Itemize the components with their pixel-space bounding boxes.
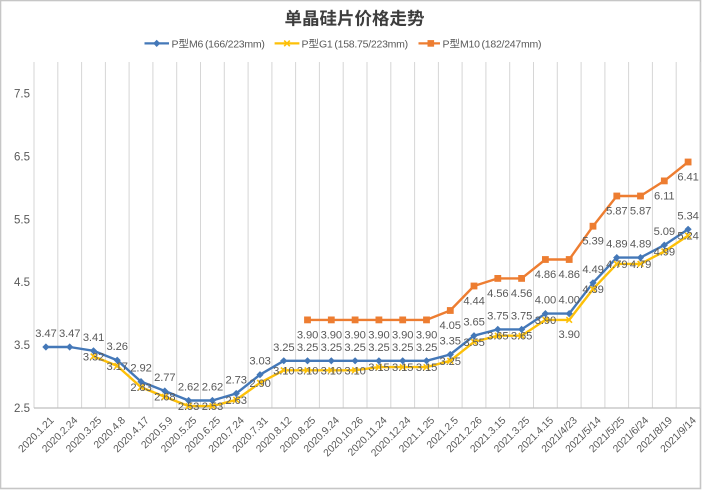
svg-text:3.32: 3.32 (83, 351, 104, 363)
svg-text:P: P (302, 38, 309, 50)
svg-text:3.15: 3.15 (368, 362, 389, 374)
svg-text:2.83: 2.83 (130, 382, 151, 394)
svg-text:3.26: 3.26 (107, 341, 128, 353)
svg-text:5.5: 5.5 (14, 214, 30, 226)
svg-text:2.68: 2.68 (154, 392, 175, 404)
svg-text:3.15: 3.15 (392, 362, 413, 374)
svg-text:4.56: 4.56 (487, 288, 508, 300)
svg-text:2.73: 2.73 (226, 375, 247, 387)
svg-text:2.63: 2.63 (226, 395, 247, 407)
svg-text:4.56: 4.56 (511, 288, 532, 300)
svg-text:4.89: 4.89 (630, 239, 651, 251)
svg-text:4.99: 4.99 (654, 246, 675, 258)
svg-text:P: P (443, 38, 450, 50)
svg-text:G1 (158.75/223mm): G1 (158.75/223mm) (319, 38, 408, 50)
svg-text:5.09: 5.09 (654, 226, 675, 238)
svg-text:4.5: 4.5 (14, 277, 30, 289)
svg-text:3.03: 3.03 (249, 356, 270, 368)
svg-text:P: P (172, 38, 179, 50)
svg-text:3.90: 3.90 (559, 329, 580, 341)
svg-text:2.77: 2.77 (154, 372, 175, 384)
svg-text:4.86: 4.86 (559, 269, 580, 281)
svg-text:3.55: 3.55 (463, 337, 484, 349)
svg-text:M6 (166/223mm): M6 (166/223mm) (189, 38, 265, 50)
svg-text:3.25: 3.25 (321, 342, 342, 354)
svg-text:3.75: 3.75 (511, 310, 532, 322)
svg-text:3.90: 3.90 (321, 329, 342, 341)
svg-text:3.25: 3.25 (440, 356, 461, 368)
svg-text:3.17: 3.17 (107, 361, 128, 373)
svg-text:2.53: 2.53 (202, 401, 223, 413)
svg-text:3.5: 3.5 (14, 340, 30, 352)
svg-text:4.89: 4.89 (606, 239, 627, 251)
svg-text:3.90: 3.90 (344, 329, 365, 341)
svg-text:4.05: 4.05 (440, 320, 461, 332)
svg-text:3.25: 3.25 (392, 342, 413, 354)
svg-text:3.35: 3.35 (440, 336, 461, 348)
svg-text:3.25: 3.25 (344, 342, 365, 354)
svg-text:3.65: 3.65 (511, 331, 532, 343)
svg-text:4.79: 4.79 (606, 259, 627, 271)
svg-text:2.62: 2.62 (202, 382, 223, 394)
svg-text:4.44: 4.44 (463, 296, 484, 308)
svg-text:3.41: 3.41 (83, 332, 104, 344)
svg-text:2.62: 2.62 (178, 382, 199, 394)
svg-text:3.15: 3.15 (416, 362, 437, 374)
svg-text:3.90: 3.90 (392, 329, 413, 341)
svg-text:4.39: 4.39 (582, 284, 603, 296)
svg-text:3.90: 3.90 (535, 315, 556, 327)
svg-text:3.10: 3.10 (321, 365, 342, 377)
svg-text:6.5: 6.5 (14, 151, 30, 163)
svg-text:2.53: 2.53 (178, 401, 199, 413)
svg-text:3.65: 3.65 (487, 331, 508, 343)
svg-text:5.87: 5.87 (630, 206, 651, 218)
svg-text:2.92: 2.92 (130, 363, 151, 375)
svg-text:3.10: 3.10 (297, 365, 318, 377)
svg-text:4.00: 4.00 (559, 295, 580, 307)
svg-text:2.90: 2.90 (249, 378, 270, 390)
svg-text:3.25: 3.25 (416, 342, 437, 354)
svg-text:4.49: 4.49 (582, 264, 603, 276)
svg-text:5.39: 5.39 (582, 236, 603, 248)
svg-text:3.25: 3.25 (273, 342, 294, 354)
svg-text:3.65: 3.65 (463, 317, 484, 329)
svg-text:2.5: 2.5 (14, 403, 30, 415)
svg-text:3.90: 3.90 (297, 329, 318, 341)
svg-text:3.25: 3.25 (297, 342, 318, 354)
svg-text:3.25: 3.25 (368, 342, 389, 354)
svg-text:6.11: 6.11 (654, 190, 675, 202)
svg-text:3.10: 3.10 (273, 365, 294, 377)
svg-text:3.75: 3.75 (487, 310, 508, 322)
svg-text:3.47: 3.47 (59, 328, 80, 340)
svg-text:M10 (182/247mm): M10 (182/247mm) (460, 38, 541, 50)
svg-text:5.34: 5.34 (677, 210, 698, 222)
svg-text:3.47: 3.47 (35, 328, 56, 340)
svg-text:6.41: 6.41 (677, 172, 698, 184)
svg-text:3.90: 3.90 (416, 329, 437, 341)
svg-text:3.90: 3.90 (368, 329, 389, 341)
svg-text:5.87: 5.87 (606, 206, 627, 218)
svg-text:3.10: 3.10 (344, 365, 365, 377)
svg-text:4.00: 4.00 (535, 295, 556, 307)
svg-text:4.86: 4.86 (535, 269, 556, 281)
svg-text:4.79: 4.79 (630, 259, 651, 271)
svg-text:5.24: 5.24 (677, 231, 698, 243)
svg-text:7.5: 7.5 (14, 89, 30, 101)
